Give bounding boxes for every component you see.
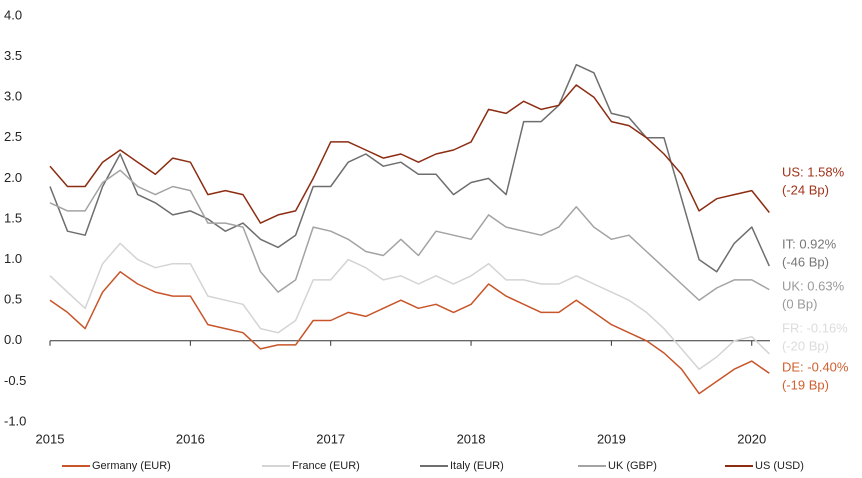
x-tick-label: 2018: [457, 431, 486, 446]
y-tick-label: 3.5: [4, 48, 22, 63]
end-label: (-24 Bp): [782, 182, 829, 197]
y-tick-label: 0.0: [4, 332, 22, 347]
x-tick-label: 2016: [176, 431, 205, 446]
series-line: [49, 242, 770, 370]
end-label: UK: 0.63%: [782, 278, 845, 293]
series-line: [49, 63, 770, 273]
end-label: (-20 Bp): [782, 338, 829, 353]
end-label: US: 1.58%: [782, 164, 845, 179]
x-tick-label: 2020: [737, 431, 766, 446]
end-label: (-46 Bp): [782, 254, 829, 269]
end-label: (0 Bp): [782, 296, 817, 311]
end-label: (-19 Bp): [782, 377, 829, 392]
x-tick-label: 2015: [36, 431, 65, 446]
y-tick-label: 2.0: [4, 170, 22, 185]
end-label: IT: 0.92%: [782, 236, 837, 251]
legend-label: Italy (EUR): [450, 460, 504, 472]
y-tick-label: 2.5: [4, 129, 22, 144]
x-tick-label: 2017: [316, 431, 345, 446]
series-line: [49, 271, 770, 395]
series-line: [49, 169, 770, 301]
legend-label: Germany (EUR): [92, 460, 171, 472]
x-tick-label: 2019: [597, 431, 626, 446]
series-line: [49, 84, 770, 224]
y-tick-label: 1.5: [4, 210, 22, 225]
y-tick-label: -1.0: [4, 413, 26, 428]
legend-label: France (EUR): [292, 460, 360, 472]
end-label: DE: -0.40%: [782, 359, 849, 374]
y-tick-label: 1.0: [4, 251, 22, 266]
legend-label: US (USD): [755, 460, 804, 472]
legend-label: UK (GBP): [608, 460, 657, 472]
y-tick-label: 4.0: [4, 7, 22, 22]
y-tick-label: -0.5: [4, 373, 26, 388]
y-tick-label: 0.5: [4, 292, 22, 307]
end-label: FR: -0.16%: [782, 320, 848, 335]
y-tick-label: 3.0: [4, 89, 22, 104]
